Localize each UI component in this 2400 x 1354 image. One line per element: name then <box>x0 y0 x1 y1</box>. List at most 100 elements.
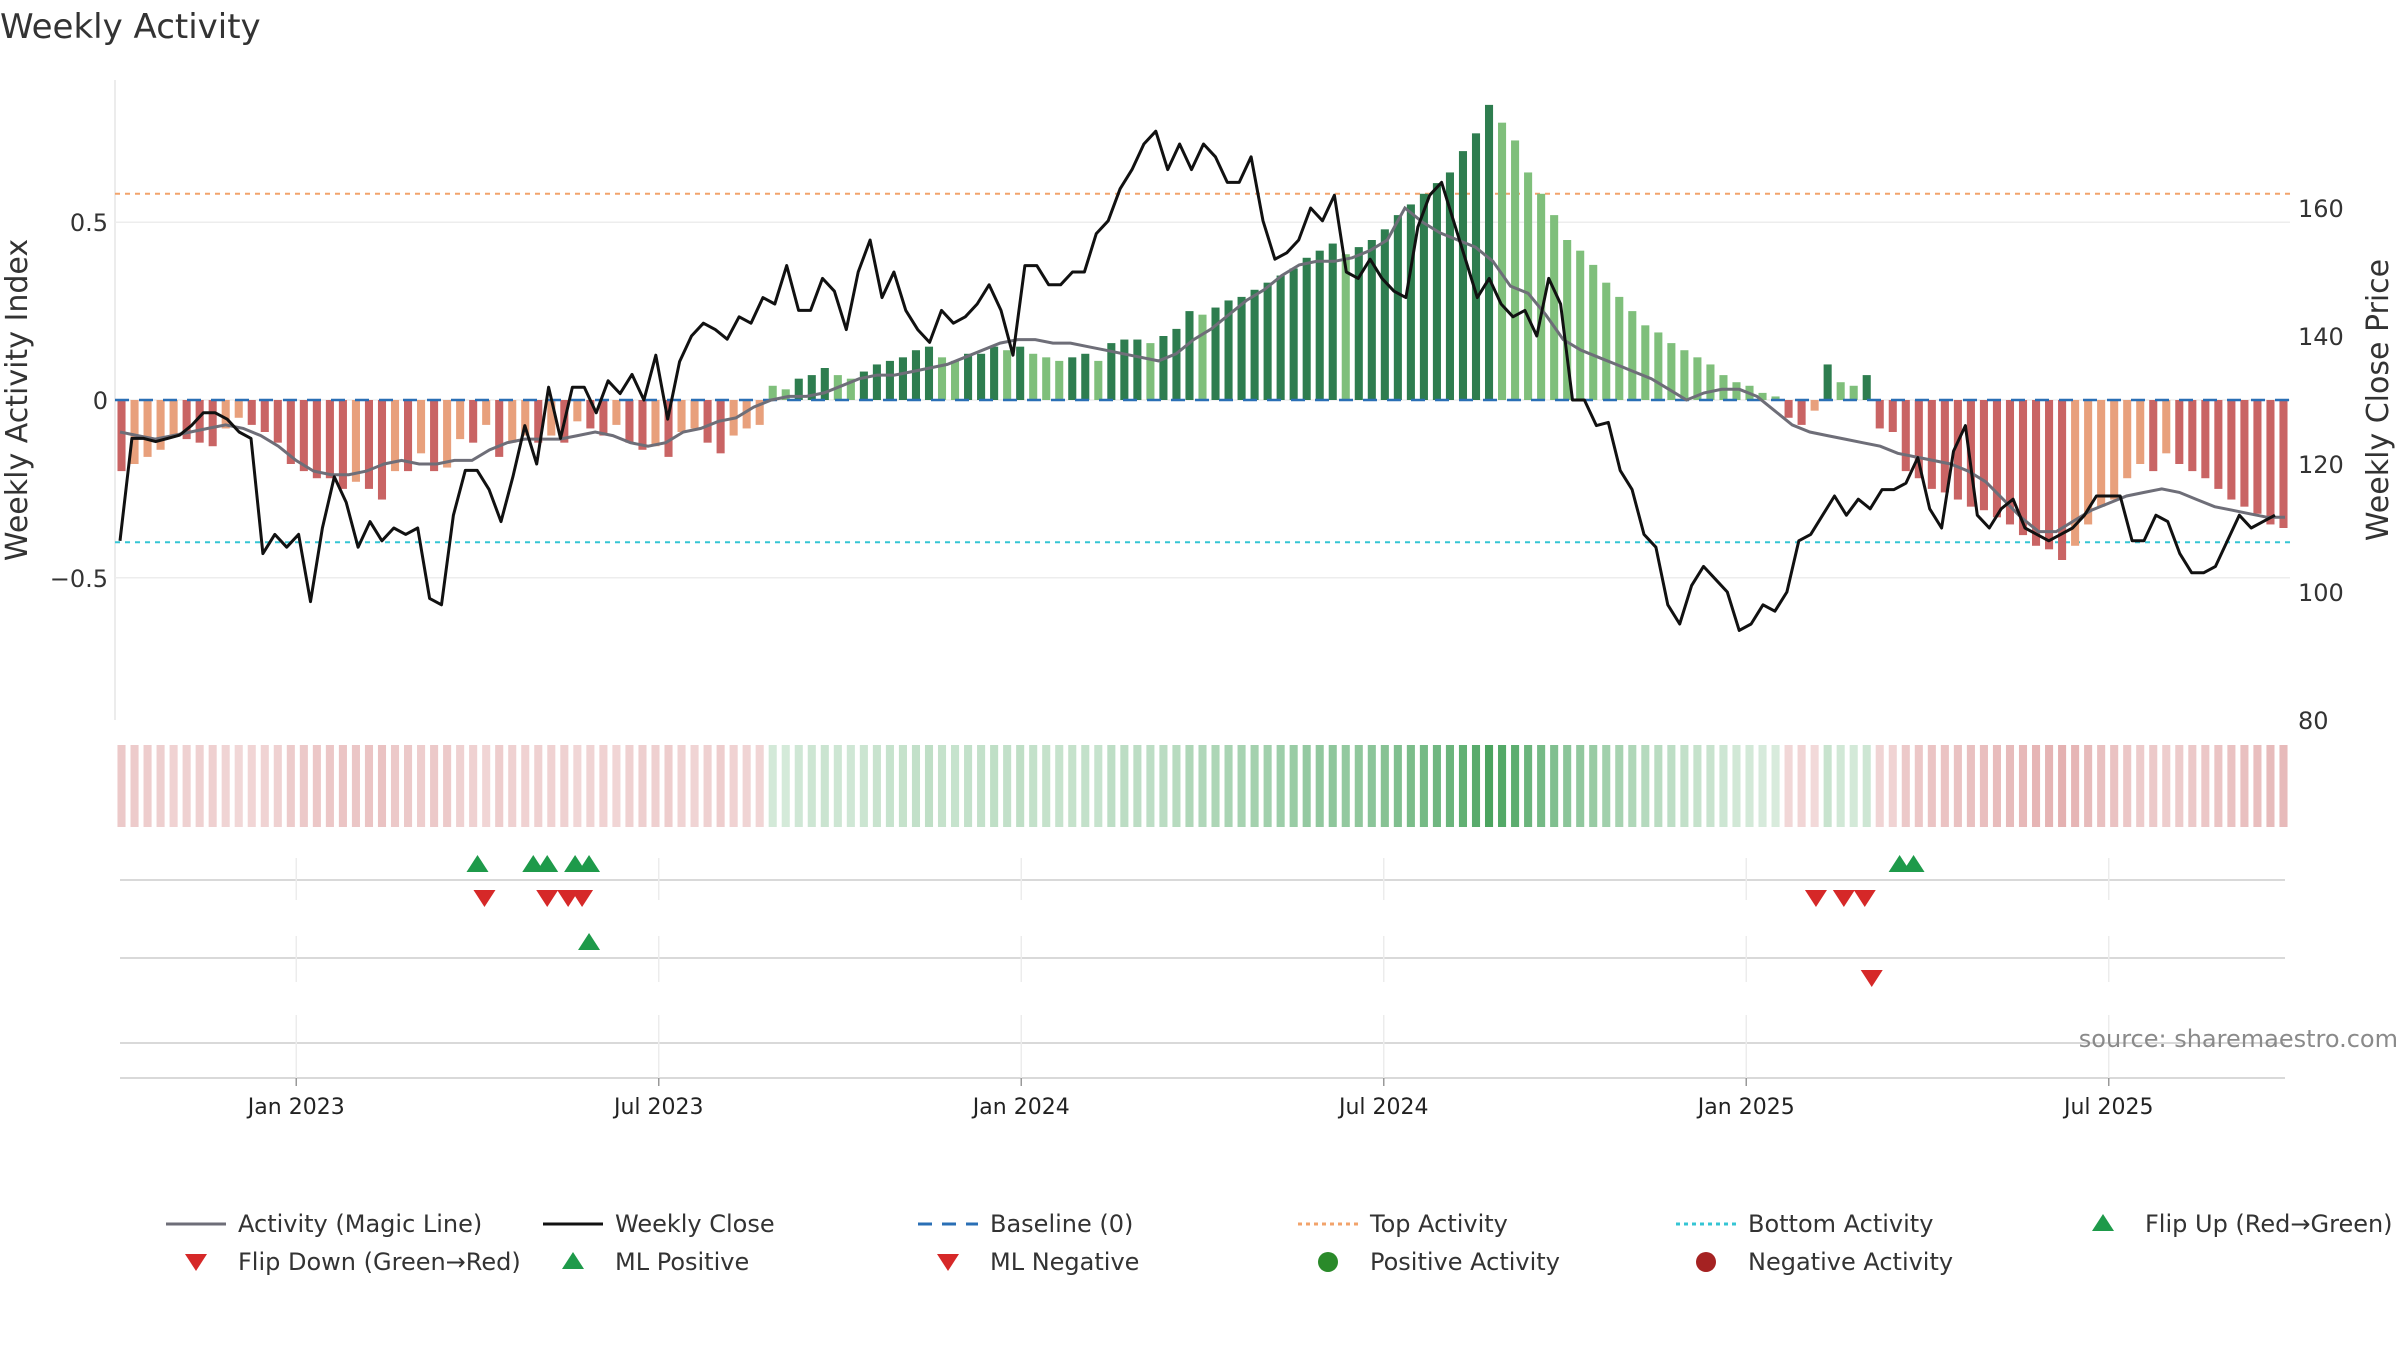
activity-bar <box>169 400 178 436</box>
activity-heat-cell <box>404 745 413 827</box>
activity-bar <box>2123 400 2132 479</box>
ml-positive-marker <box>578 933 601 950</box>
activity-bar <box>1354 247 1363 400</box>
activity-bar <box>1146 343 1155 400</box>
activity-heat-cell <box>1784 745 1793 827</box>
activity-heat-cell <box>1940 745 1949 827</box>
activity-heat-cell <box>755 745 764 827</box>
activity-heat-cell <box>833 745 842 827</box>
activity-bar <box>1198 314 1207 400</box>
activity-heat-cell <box>859 745 868 827</box>
activity-bar <box>469 400 478 443</box>
activity-heat-cell <box>1185 745 1194 827</box>
activity-bar <box>1628 311 1637 400</box>
activity-heat-cell <box>1927 745 1936 827</box>
x-tick-label: Jul 2025 <box>2062 1095 2154 1120</box>
activity-heat-cell <box>443 745 452 827</box>
activity-bar <box>2149 400 2158 472</box>
activity-heat-cell <box>1615 745 1624 827</box>
activity-bar <box>443 400 452 468</box>
activity-heat-cell <box>482 745 491 827</box>
activity-heat-cell <box>1654 745 1663 827</box>
activity-heat-cell <box>1979 745 1988 827</box>
activity-heat-cell <box>338 745 347 827</box>
activity-heat-cell <box>1992 745 2001 827</box>
activity-heat-cell <box>2031 745 2041 827</box>
right-tick-label: 160 <box>2298 195 2344 223</box>
activity-heat-cell <box>351 745 360 827</box>
activity-heat-cell <box>1862 745 1871 827</box>
activity-bar <box>1276 275 1285 400</box>
activity-bar <box>260 400 269 432</box>
weekly-close-line <box>118 129 2276 632</box>
activity-bar <box>1862 375 1871 400</box>
right-tick-label: 100 <box>2298 579 2344 607</box>
activity-heat-cell <box>872 745 881 827</box>
activity-bar <box>1888 400 1897 432</box>
activity-heat-cell <box>417 745 426 827</box>
activity-bar <box>156 400 165 450</box>
activity-bar <box>1172 328 1181 400</box>
activity-heat-cell <box>1302 745 1311 827</box>
activity-bar <box>755 400 764 425</box>
activity-bar <box>1302 257 1311 400</box>
activity-heat-cell <box>677 745 686 827</box>
activity-heat-cell <box>1029 745 1038 827</box>
activity-heat-cell <box>1550 745 1559 827</box>
flip-up-marker <box>564 855 587 872</box>
activity-heat-cell <box>2175 745 2184 827</box>
activity-bar <box>781 389 790 400</box>
activity-heat-cell <box>898 745 907 827</box>
activity-heat-cell <box>1719 745 1728 827</box>
activity-heat-cell <box>169 745 178 827</box>
left-tick-label: 0.5 <box>70 209 108 237</box>
activity-heat-cell <box>1068 745 1077 827</box>
activity-bar <box>885 360 894 400</box>
activity-heat-cell <box>1797 745 1806 827</box>
activity-bar <box>1120 339 1129 400</box>
activity-bar <box>2097 400 2106 507</box>
activity-heat-cell <box>1042 745 1051 827</box>
x-tick-label: Jan 2025 <box>1696 1095 1795 1120</box>
activity-bar <box>2175 400 2184 464</box>
activity-heat-cell <box>1576 745 1585 827</box>
right-tick-label: 120 <box>2298 451 2344 479</box>
activity-bar <box>1237 296 1246 400</box>
activity-bar <box>951 360 960 400</box>
activity-heat-cell <box>2214 745 2223 827</box>
activity-heat-cell <box>469 745 478 827</box>
activity-bar <box>716 400 725 454</box>
activity-heat-cell <box>1823 745 1832 827</box>
activity-bar <box>1524 172 1533 400</box>
activity-heat-cell <box>1354 745 1363 827</box>
legend-label: Baseline (0) <box>990 1210 1133 1238</box>
activity-heat-cell <box>794 745 803 827</box>
activity-heat-cell <box>221 745 230 827</box>
activity-bar <box>364 400 374 489</box>
activity-heat-cell <box>1524 745 1533 827</box>
activity-heat-cell <box>1901 745 1910 827</box>
activity-bar <box>1784 400 1793 418</box>
activity-bar <box>807 375 816 400</box>
activity-bar <box>1003 350 1012 400</box>
activity-heat-cell <box>1836 745 1845 827</box>
left-tick-label: −0.5 <box>50 565 108 593</box>
activity-bar <box>846 378 855 400</box>
legend-label: Weekly Close <box>615 1210 775 1238</box>
activity-heat-cell <box>2058 745 2067 827</box>
activity-heat-cell <box>377 745 387 827</box>
activity-heat-cell <box>143 745 152 827</box>
activity-heat-cell <box>1966 745 1975 827</box>
activity-bar <box>1901 400 1910 472</box>
activity-bar <box>872 364 881 400</box>
activity-bar <box>1797 400 1806 425</box>
activity-bar <box>299 400 308 472</box>
activity-heat-cell <box>1172 745 1181 827</box>
activity-heat-cell <box>2045 745 2054 827</box>
activity-bar <box>1758 392 1767 400</box>
source-label: source: sharemaestro.com <box>2079 1025 2398 1053</box>
activity-bar <box>690 400 699 429</box>
activity-heat-cell <box>1771 745 1780 827</box>
legend-label: Activity (Magic Line) <box>238 1210 482 1238</box>
